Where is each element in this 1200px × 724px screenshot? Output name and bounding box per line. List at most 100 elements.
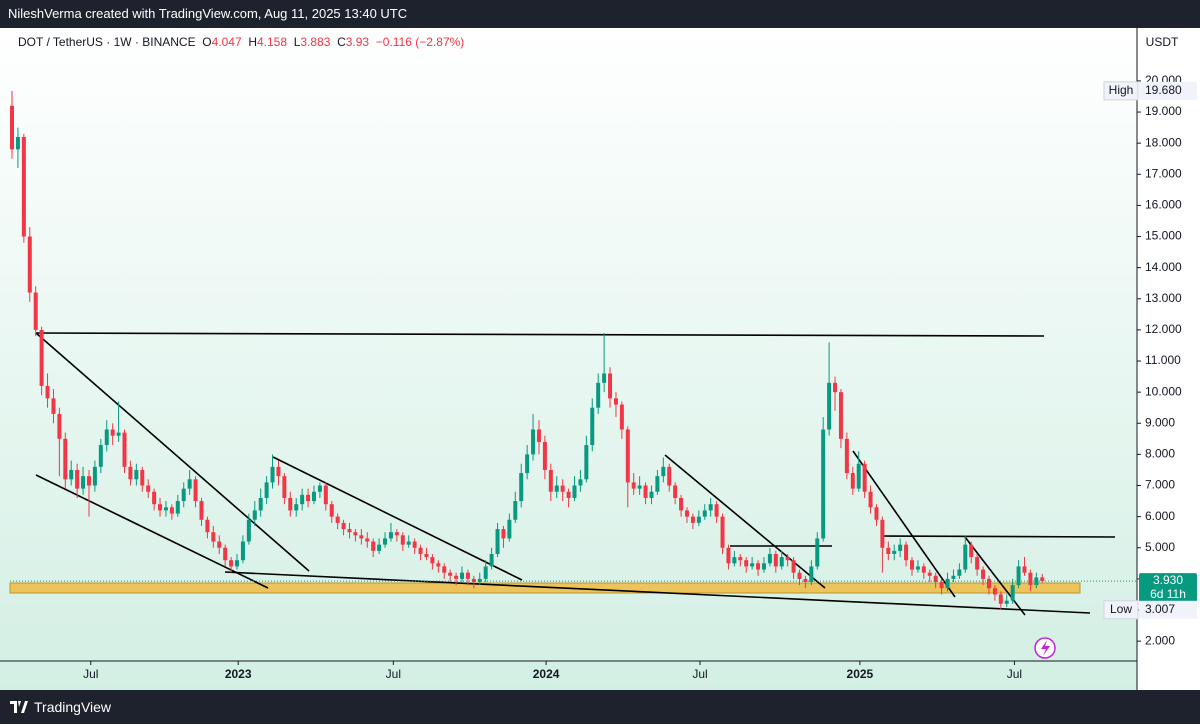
candle-body	[507, 519, 512, 539]
candle-body	[288, 497, 293, 511]
trend-line	[35, 332, 1045, 337]
candle-body	[223, 547, 228, 561]
y-tick-label: 8.000	[1145, 447, 1175, 461]
candle-body	[128, 466, 133, 480]
candle-body	[868, 491, 873, 508]
candle-body	[880, 519, 885, 548]
y-tick-label: 17.000	[1145, 166, 1182, 180]
marker-tag	[1103, 600, 1139, 620]
candle-body	[347, 529, 352, 533]
candle-body	[726, 547, 731, 564]
y-tick-label: 13.000	[1145, 291, 1182, 305]
x-tick-label: 2023	[225, 667, 252, 681]
candle-body	[495, 529, 500, 554]
trend-line	[964, 536, 1026, 616]
candle-body	[181, 488, 186, 502]
candle-body	[708, 504, 713, 511]
candle-body	[454, 575, 459, 579]
legend-label: C	[337, 35, 346, 49]
candle-body	[75, 469, 80, 489]
candle-body	[779, 557, 784, 567]
candle-body	[548, 469, 553, 492]
trend-line	[852, 450, 956, 598]
candle-body	[57, 413, 62, 439]
candle-body	[317, 485, 322, 492]
candle-body	[187, 479, 192, 489]
candle-body	[661, 466, 666, 477]
candle-body	[158, 504, 163, 511]
candle-body	[542, 441, 547, 470]
unit-label: USDT	[1146, 35, 1179, 49]
candle-body	[927, 572, 932, 576]
y-tick-label: 15.000	[1145, 229, 1182, 243]
candle-body	[175, 501, 180, 514]
candle-body	[596, 382, 601, 408]
candle-body	[116, 432, 121, 436]
candle-body	[15, 136, 20, 150]
candle-body	[519, 473, 524, 502]
y-tick-label: 12.000	[1145, 322, 1182, 336]
candle-body	[631, 482, 636, 489]
candle-body	[572, 485, 577, 498]
trend-line	[35, 474, 269, 589]
trend-line	[272, 456, 523, 581]
candle-body	[424, 553, 429, 558]
candle-body	[590, 407, 595, 446]
x-tick-label: 2024	[533, 667, 560, 681]
candle-body	[430, 557, 435, 564]
candle-body	[335, 516, 340, 523]
candle-body	[294, 504, 299, 511]
candle-body	[915, 566, 920, 570]
legend-label: O	[202, 35, 212, 49]
candle-body	[673, 485, 678, 498]
brand-logo	[10, 701, 28, 713]
candle-body	[465, 572, 470, 579]
candle-body	[477, 578, 482, 583]
candle-body	[821, 429, 826, 539]
candle-body	[862, 463, 867, 492]
credit-bar: NileshVerma created with TradingView.com…	[0, 0, 1200, 28]
candle-body	[608, 373, 613, 399]
candle-body	[21, 136, 26, 237]
candle-body	[833, 382, 838, 393]
candle-body	[536, 429, 541, 442]
candle-body	[998, 594, 1003, 604]
candle-body	[146, 485, 151, 492]
candle-body	[1028, 572, 1033, 586]
candle-body	[554, 485, 559, 492]
marker-value-tag	[1139, 81, 1197, 100]
candle-body	[27, 236, 32, 293]
candle-body	[217, 541, 222, 548]
candle-body	[311, 491, 316, 502]
x-tick-label: 2025	[847, 667, 874, 681]
candle-body	[744, 560, 749, 567]
y-tick-label: 14.000	[1145, 260, 1182, 274]
candle-body	[235, 560, 240, 567]
marker-value: 3.007	[1145, 602, 1175, 616]
candle-body	[1022, 566, 1027, 573]
candle-body	[1004, 600, 1009, 604]
candle-body	[448, 572, 453, 576]
candle-body	[483, 566, 488, 579]
symbol: DOT / TetherUS · 1W · BINANCE	[18, 35, 196, 49]
candle-body	[282, 476, 287, 498]
legend-value: 4.158	[256, 35, 288, 49]
candle-body	[578, 479, 583, 486]
candle-body	[643, 485, 648, 498]
x-tick-label: Jul	[83, 667, 98, 681]
candle-body	[86, 476, 91, 486]
candle-body	[850, 473, 855, 489]
y-tick-label: 11.000	[1145, 353, 1181, 367]
candle-body	[98, 445, 103, 467]
marker-label: Low	[1110, 602, 1132, 616]
candle-body	[566, 491, 571, 498]
candle-body	[981, 569, 986, 579]
candle-body	[252, 510, 257, 520]
candle-body	[69, 469, 74, 480]
candle-body	[81, 476, 86, 489]
candle-body	[892, 550, 897, 554]
candle-body	[898, 544, 903, 551]
candle-body	[791, 560, 796, 573]
candle-body	[827, 382, 832, 430]
